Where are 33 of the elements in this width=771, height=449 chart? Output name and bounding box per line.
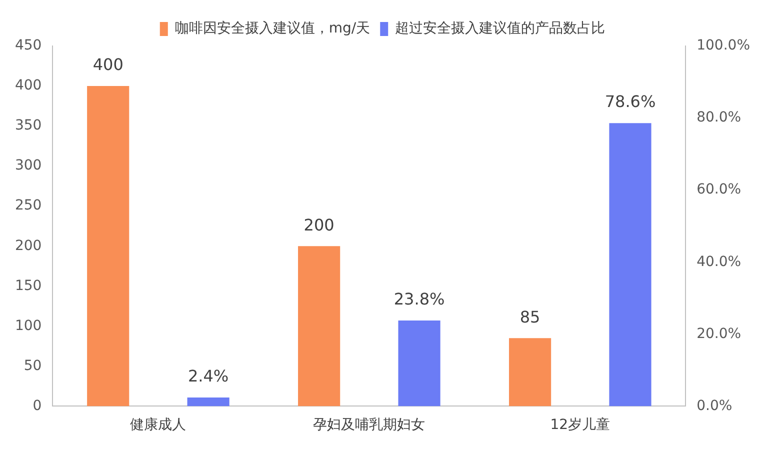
- x-tick-label: 孕妇及哺乳期妇女: [313, 417, 426, 434]
- legend-label: 咖啡因安全摄入建议值，mg/天: [174, 20, 370, 37]
- y-tick-label: 100: [14, 318, 42, 334]
- bar: [87, 86, 130, 406]
- bar: [609, 123, 652, 406]
- y-tick-label: 150: [14, 278, 42, 294]
- data-label: 78.6%: [604, 92, 656, 112]
- y2-tick-label: 20.0%: [696, 326, 742, 342]
- y2-tick-label: 40.0%: [696, 254, 742, 270]
- y-tick-label: 200: [14, 238, 42, 254]
- data-label: 2.4%: [188, 366, 229, 386]
- y2-tick-label: 80.0%: [696, 110, 742, 126]
- bar: [187, 398, 230, 406]
- bar: [398, 320, 440, 406]
- y-tick-label: 400: [14, 78, 42, 94]
- bar: [298, 246, 340, 406]
- bar: [508, 338, 552, 406]
- x-tick-label: 健康成人: [130, 417, 186, 434]
- y-tick-label: 450: [14, 38, 42, 54]
- y-tick-label: 50: [24, 358, 42, 374]
- data-label: 23.8%: [394, 290, 445, 309]
- y2-tick-label: 0.0%: [696, 398, 732, 414]
- data-label: 400: [92, 55, 124, 74]
- y2-tick-label: 100.0%: [696, 38, 750, 54]
- data-label: 200: [304, 215, 334, 234]
- data-label: 85: [520, 307, 540, 326]
- y-tick-label: 0: [32, 398, 42, 414]
- y-tick-label: 350: [14, 118, 42, 134]
- x-tick-label: 12岁儿童: [550, 417, 610, 434]
- legend-label: 超过安全摄入建议值的产品数占比: [395, 20, 606, 37]
- y2-tick-label: 60.0%: [696, 182, 742, 198]
- y-tick-label: 300: [14, 158, 42, 174]
- y-tick-label: 250: [14, 198, 42, 214]
